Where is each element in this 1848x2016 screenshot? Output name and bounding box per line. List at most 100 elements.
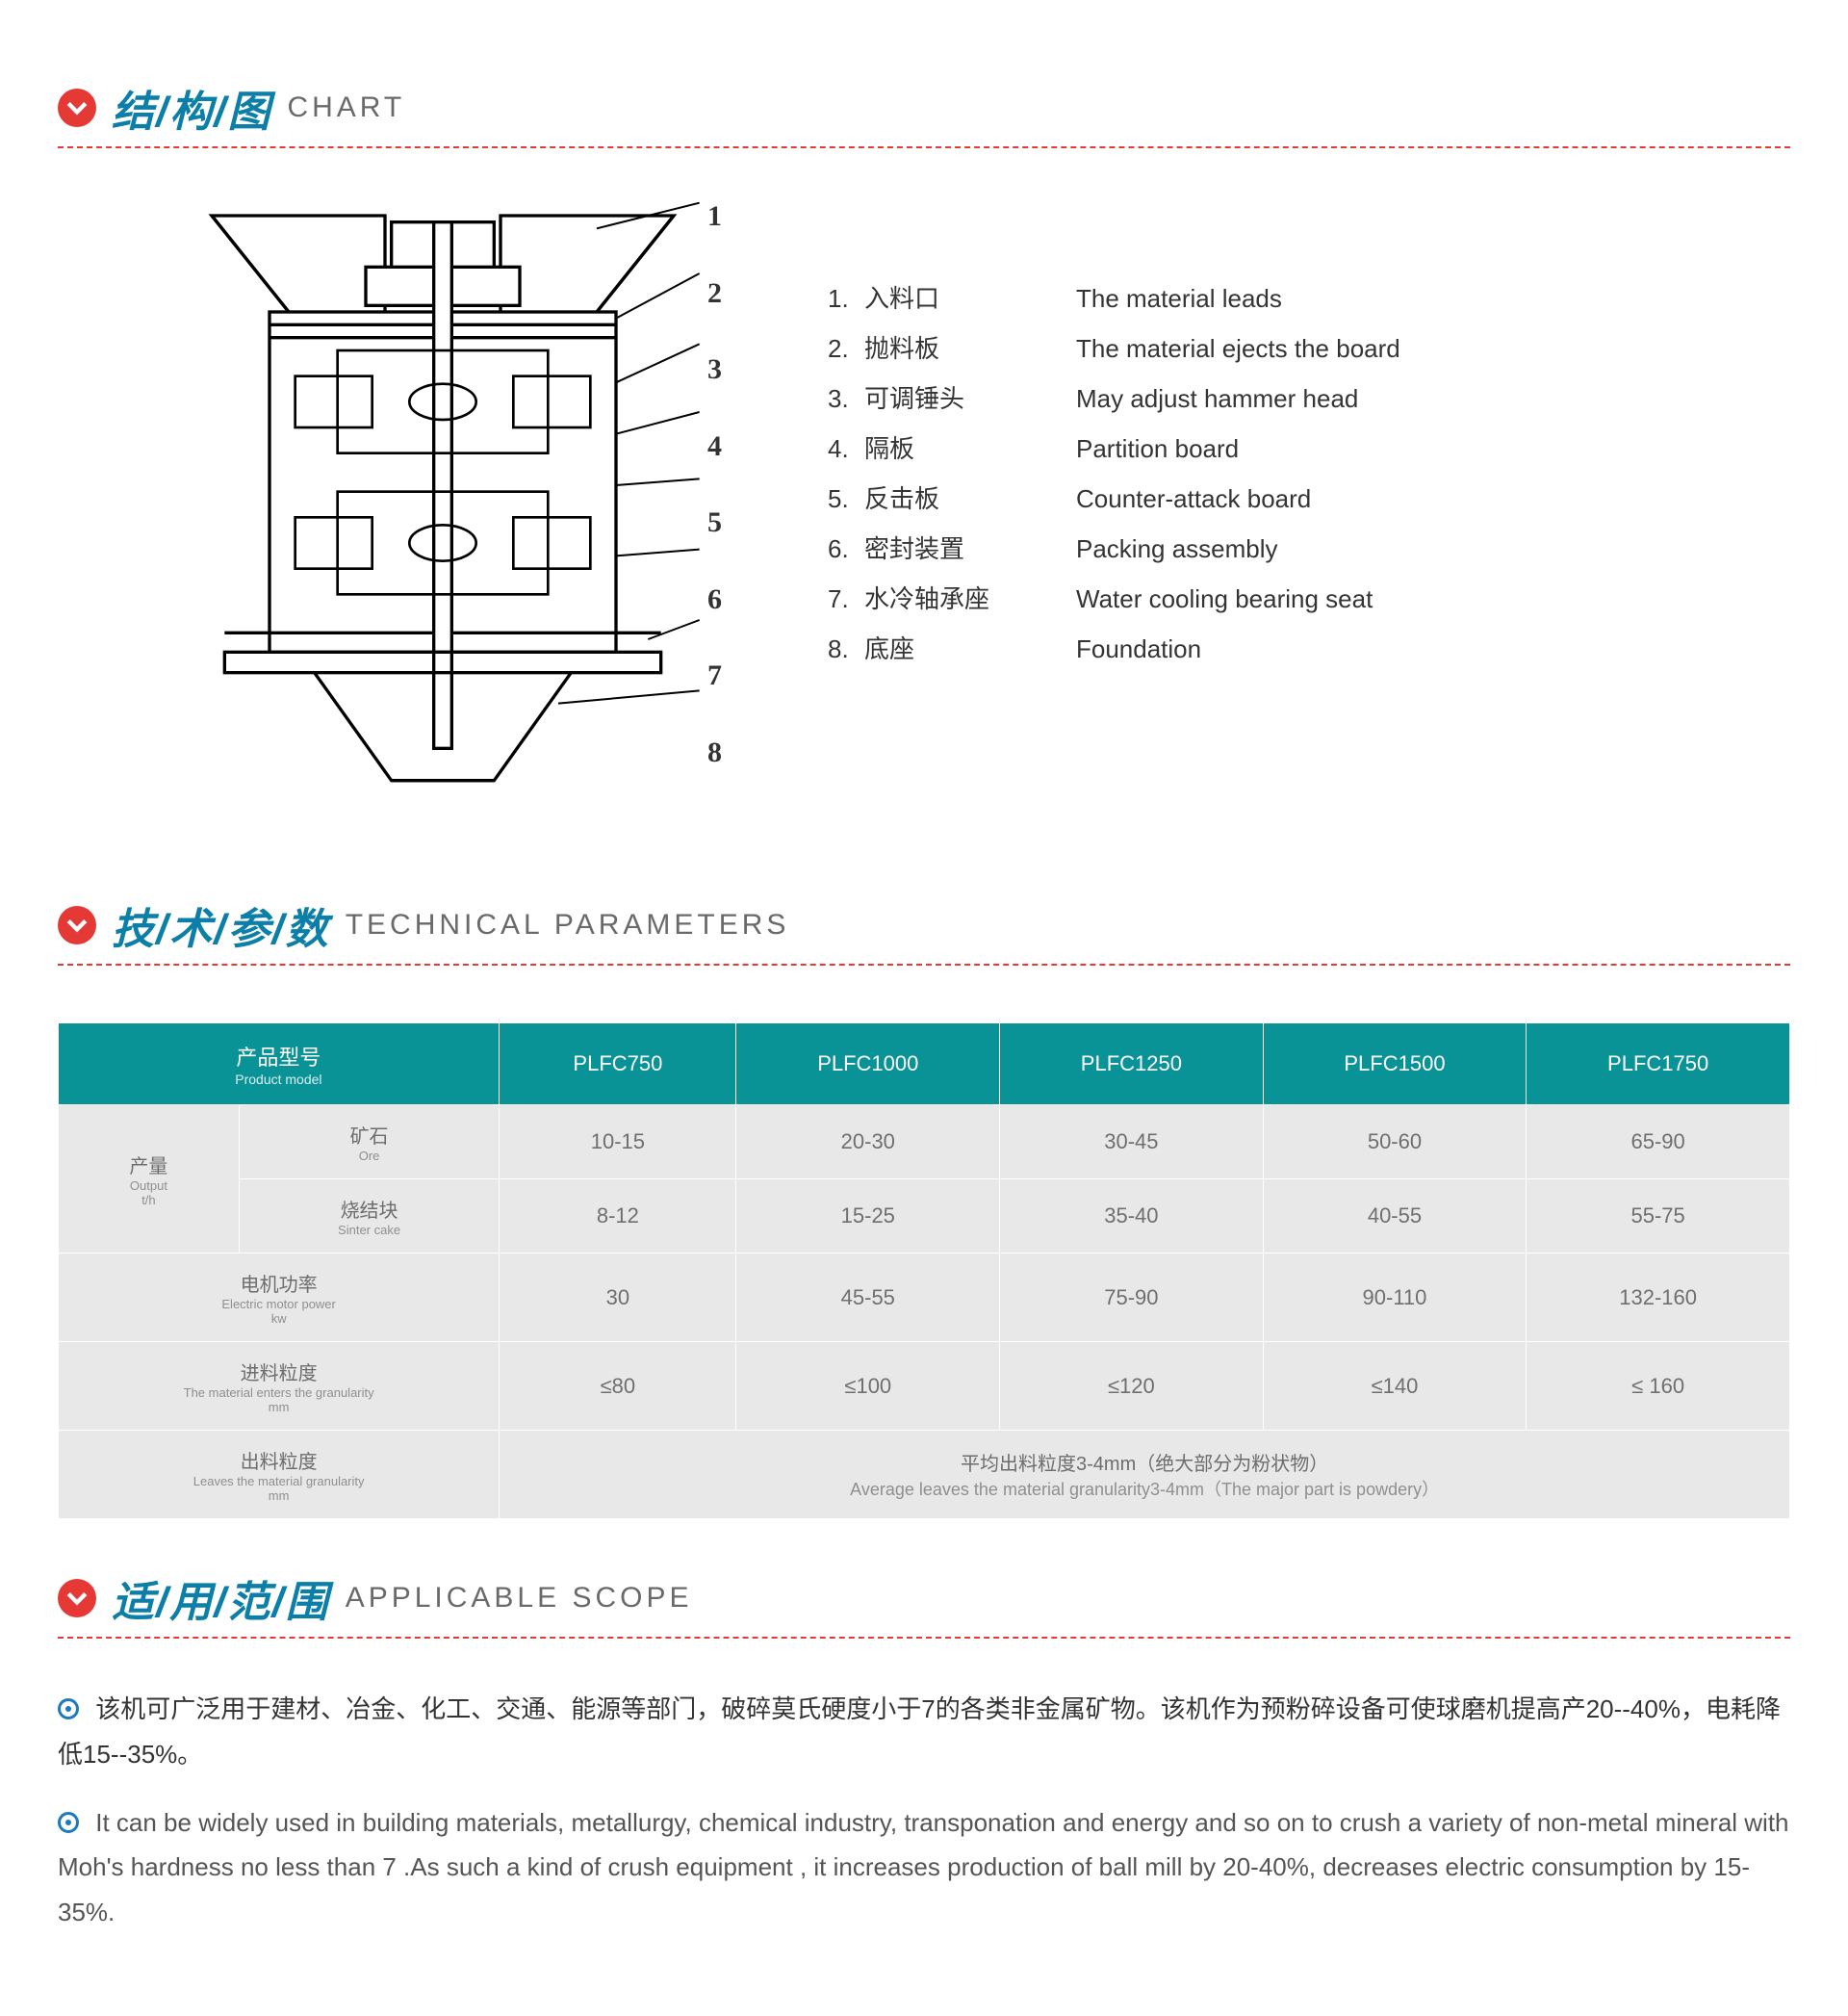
section-divider	[58, 1637, 1790, 1639]
chevron-down-icon	[58, 906, 96, 944]
legend-row: 8.底座Foundation	[828, 624, 1752, 674]
row-label: 矿石Ore	[239, 1105, 499, 1179]
legend-row: 2.抛料板The material ejects the board	[828, 323, 1752, 374]
row-label: 烧结块Sinter cake	[239, 1179, 499, 1254]
th-model: PLFC1250	[1000, 1023, 1264, 1105]
legend-cn: 隔板	[864, 424, 1076, 474]
callout-number: 6	[707, 583, 722, 616]
legend-en: Water cooling bearing seat	[1076, 574, 1752, 624]
legend-cn: 可调锤头	[864, 374, 1076, 424]
legend-en: Partition board	[1076, 424, 1752, 474]
section-header-chart: 结/构/图 CHART	[58, 77, 1790, 139]
legend-row: 6.密封装置Packing assembly	[828, 524, 1752, 574]
section-header-scope: 适/用/范/围 APPLICABLE SCOPE	[58, 1567, 1790, 1629]
section-divider	[58, 146, 1790, 148]
legend-cn: 密封装置	[864, 524, 1076, 574]
th-model: PLFC1500	[1263, 1023, 1527, 1105]
section-header-params: 技/术/参/数 TECHNICAL PARAMETERS	[58, 894, 1790, 956]
cell-value: 90-110	[1263, 1254, 1527, 1342]
scope-paragraph-cn: 该机可广泛用于建材、冶金、化工、交通、能源等部门，破碎莫氏硬度小于7的各类非金属…	[58, 1687, 1790, 1777]
footer-merged-cell: 平均出料粒度3-4mm（绝大部分为粉状物）Average leaves the …	[500, 1431, 1790, 1519]
legend-row: 1.入料口The material leads	[828, 273, 1752, 323]
row-label: 进料粒度The material enters the granularitym…	[59, 1342, 500, 1431]
cell-value: 35-40	[1000, 1179, 1264, 1254]
scope-text: 该机可广泛用于建材、冶金、化工、交通、能源等部门，破碎莫氏硬度小于7的各类非金属…	[58, 1667, 1790, 1977]
legend-num: 3.	[828, 374, 864, 424]
chart-content-row: 12345678 1.入料口The material leads2.抛料板The…	[58, 177, 1790, 856]
cell-value: 30-45	[1000, 1105, 1264, 1179]
legend-cn: 反击板	[864, 474, 1076, 524]
legend-row: 7.水冷轴承座Water cooling bearing seat	[828, 574, 1752, 624]
legend-cn: 抛料板	[864, 323, 1076, 374]
cell-value: 55-75	[1527, 1179, 1790, 1254]
legend-num: 4.	[828, 424, 864, 474]
scope-p1-text: 该机可广泛用于建材、冶金、化工、交通、能源等部门，破碎莫氏硬度小于7的各类非金属…	[58, 1694, 1781, 1769]
cell-value: 50-60	[1263, 1105, 1527, 1179]
legend-row: 5.反击板Counter-attack board	[828, 474, 1752, 524]
legend-en: Packing assembly	[1076, 524, 1752, 574]
legend-row: 3.可调锤头May adjust hammer head	[828, 374, 1752, 424]
callout-number: 3	[707, 353, 722, 386]
chevron-down-icon	[58, 89, 96, 127]
legend-en: May adjust hammer head	[1076, 374, 1752, 424]
cell-value: 65-90	[1527, 1105, 1790, 1179]
bullet-icon	[58, 1812, 79, 1833]
cell-value: 20-30	[736, 1105, 1000, 1179]
section-title-cn: 结/构/图	[112, 77, 271, 139]
th-model: PLFC1000	[736, 1023, 1000, 1105]
scope-paragraph-en: It can be widely used in building materi…	[58, 1800, 1790, 1935]
cell-value: ≤80	[500, 1342, 736, 1431]
callout-number: 1	[707, 200, 722, 233]
diagram-svg	[173, 196, 712, 813]
section-title-cn: 技/术/参/数	[112, 894, 330, 956]
cell-value: ≤140	[1263, 1342, 1527, 1431]
cell-value: 30	[500, 1254, 736, 1342]
row-label: 电机功率Electric motor powerkw	[59, 1254, 500, 1342]
callout-number: 5	[707, 506, 722, 539]
cell-value: 8-12	[500, 1179, 736, 1254]
cell-value: 15-25	[736, 1179, 1000, 1254]
section-title-cn: 适/用/范/围	[112, 1567, 330, 1629]
scope-p2-text: It can be widely used in building materi…	[58, 1808, 1789, 1927]
cell-value: 10-15	[500, 1105, 736, 1179]
diagram-callout-numbers: 1 2 3 4 5 6 7 8	[707, 196, 722, 817]
section-title-en: TECHNICAL PARAMETERS	[346, 909, 790, 942]
parameters-table-wrap: 产品型号Product modelPLFC750PLFC1000PLFC1250…	[58, 995, 1790, 1529]
legend-num: 1.	[828, 273, 864, 323]
legend-num: 2.	[828, 323, 864, 374]
section-title-en: APPLICABLE SCOPE	[346, 1582, 693, 1615]
legend-en: Counter-attack board	[1076, 474, 1752, 524]
legend-num: 8.	[828, 624, 864, 674]
section-title-en: CHART	[287, 91, 405, 124]
callout-number: 8	[707, 737, 722, 769]
chevron-down-icon	[58, 1579, 96, 1617]
legend-cn: 水冷轴承座	[864, 574, 1076, 624]
cell-value: ≤100	[736, 1342, 1000, 1431]
cell-value: ≤120	[1000, 1342, 1264, 1431]
legend-num: 6.	[828, 524, 864, 574]
structure-diagram: 12345678	[173, 196, 712, 817]
diagram-legend: 1.入料口The material leads2.抛料板The material…	[828, 196, 1752, 674]
cell-value: 40-55	[1263, 1179, 1527, 1254]
cell-value: 132-160	[1527, 1254, 1790, 1342]
cell-value: 45-55	[736, 1254, 1000, 1342]
th-model: PLFC1750	[1527, 1023, 1790, 1105]
th-product-model: 产品型号Product model	[59, 1023, 500, 1105]
callout-number: 2	[707, 277, 722, 310]
row-label-output: 产量Outputt/h	[59, 1105, 240, 1254]
legend-cn: 底座	[864, 624, 1076, 674]
callout-number: 4	[707, 430, 722, 463]
legend-num: 7.	[828, 574, 864, 624]
legend-num: 5.	[828, 474, 864, 524]
cell-value: ≤ 160	[1527, 1342, 1790, 1431]
section-divider	[58, 964, 1790, 966]
legend-en: The material leads	[1076, 273, 1752, 323]
legend-row: 4.隔板Partition board	[828, 424, 1752, 474]
callout-number: 7	[707, 659, 722, 692]
th-model: PLFC750	[500, 1023, 736, 1105]
legend-cn: 入料口	[864, 273, 1076, 323]
cell-value: 75-90	[1000, 1254, 1264, 1342]
parameters-table: 产品型号Product modelPLFC750PLFC1000PLFC1250…	[58, 1023, 1790, 1519]
legend-en: The material ejects the board	[1076, 323, 1752, 374]
bullet-icon	[58, 1698, 79, 1719]
